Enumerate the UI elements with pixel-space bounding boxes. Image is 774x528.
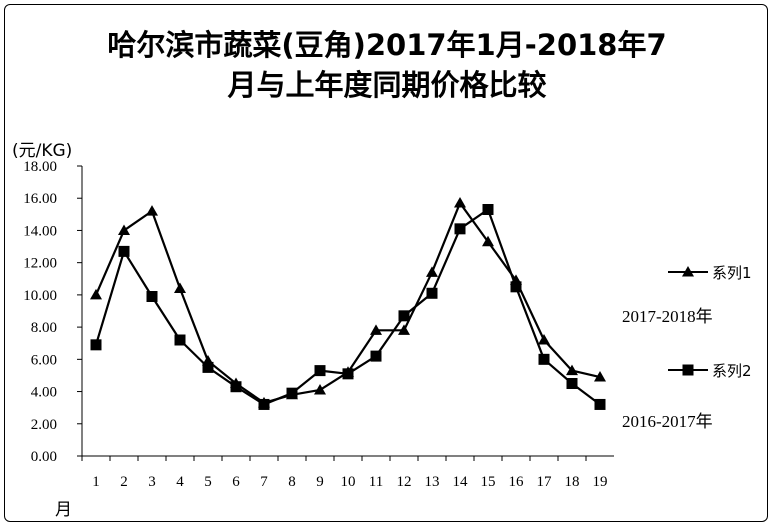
y-tick-label: 2.00 xyxy=(31,417,57,433)
axes xyxy=(77,165,614,461)
series-1-point xyxy=(594,371,606,382)
y-tick-label: 18.00 xyxy=(23,159,57,175)
x-tick-label: 7 xyxy=(260,474,268,490)
x-tick-label: 18 xyxy=(565,474,580,490)
series-2-point xyxy=(90,339,102,351)
series-1-point xyxy=(398,324,410,335)
x-tick-label: 19 xyxy=(593,474,608,490)
series-2-point xyxy=(314,365,326,377)
y-tick-label: 14.00 xyxy=(23,223,57,239)
x-tick-label: 6 xyxy=(232,474,240,490)
x-tick-labels: 1 2 3 4 5 6 7 8 9 10 11 12 13 14 15 16 17 18 19 xyxy=(92,474,607,490)
x-tick-label: 12 xyxy=(397,474,412,490)
y-tick-label: 8.00 xyxy=(31,320,57,336)
x-tick-label: 2 xyxy=(120,474,128,490)
x-tick-label: 3 xyxy=(148,474,156,490)
y-tick-label: 6.00 xyxy=(31,352,57,368)
y-axis-label: (元/KG) xyxy=(12,141,72,161)
series-1-point xyxy=(426,266,438,277)
y-tick-labels: 0.00 2.00 4.00 6.00 8.00 10.00 12.00 14.00 16.00… xyxy=(23,159,57,465)
plot-area xyxy=(90,197,606,410)
legend-label: 系列1 xyxy=(712,264,752,282)
series-2 xyxy=(90,204,606,410)
series-2-point xyxy=(594,398,606,410)
series-2-point xyxy=(230,381,242,393)
series-2-point xyxy=(426,287,438,299)
x-tick-label: 5 xyxy=(204,474,212,490)
series-2-point xyxy=(510,281,522,293)
x-tick-label: 15 xyxy=(481,474,496,490)
chart-title-line-1: 哈尔滨市蔬菜(豆角)2017年1月-2018年7 xyxy=(107,28,667,62)
y-tick-label: 0.00 xyxy=(31,449,57,465)
x-tick-label: 8 xyxy=(288,474,296,490)
series-2-point xyxy=(286,387,298,399)
x-tick-label: 11 xyxy=(369,474,383,490)
series-caption: 2016-2017年 xyxy=(622,412,713,431)
series-2-point xyxy=(566,378,578,389)
series-2-point xyxy=(454,223,466,235)
legend-entry-2: 系列2 xyxy=(668,362,752,380)
x-tick-label: 17 xyxy=(537,474,553,490)
series-2-point xyxy=(370,350,382,362)
x-tick-label: 16 xyxy=(509,474,525,490)
series-1-point xyxy=(538,334,550,345)
series-1-point xyxy=(314,383,326,395)
series-1-point xyxy=(174,282,186,293)
series-2-point xyxy=(118,245,130,257)
x-tick-label: 14 xyxy=(453,474,469,490)
series-caption: 2017-2018年 xyxy=(622,307,713,326)
legend-label: 系列2 xyxy=(712,362,752,380)
series-1-point xyxy=(90,288,102,300)
series-1-point xyxy=(370,324,382,335)
series-2-point xyxy=(482,204,494,215)
series-2-point xyxy=(202,361,214,373)
y-tick-label: 4.00 xyxy=(31,385,57,401)
legend-entry-1: 系列1 xyxy=(668,264,752,282)
legend-marker xyxy=(682,364,694,376)
series-1-point xyxy=(482,235,494,247)
series-2-point xyxy=(258,398,270,410)
y-tick-label: 16.00 xyxy=(23,191,57,207)
y-tick-label: 10.00 xyxy=(23,288,57,304)
legend-marker xyxy=(682,266,694,277)
series-1-point xyxy=(118,224,130,235)
series-2-point xyxy=(146,291,158,302)
series-2-point xyxy=(342,368,354,380)
y-tick-label: 12.00 xyxy=(23,256,57,272)
series-1-point xyxy=(566,364,578,376)
series-1-point xyxy=(454,197,466,208)
x-tick-label: 1 xyxy=(92,474,100,490)
x-tick-label: 10 xyxy=(341,474,356,490)
x-axis-label: 月 xyxy=(55,500,72,520)
chart-title-line-2: 月与上年度同期价格比较 xyxy=(227,68,547,102)
series-2-point xyxy=(538,353,550,365)
x-tick-label: 4 xyxy=(176,474,184,490)
series-1-point xyxy=(146,205,158,216)
x-tick-label: 9 xyxy=(316,474,324,490)
x-tick-label: 13 xyxy=(425,474,440,490)
series-2-point xyxy=(174,334,186,346)
series-2-point xyxy=(398,310,410,322)
